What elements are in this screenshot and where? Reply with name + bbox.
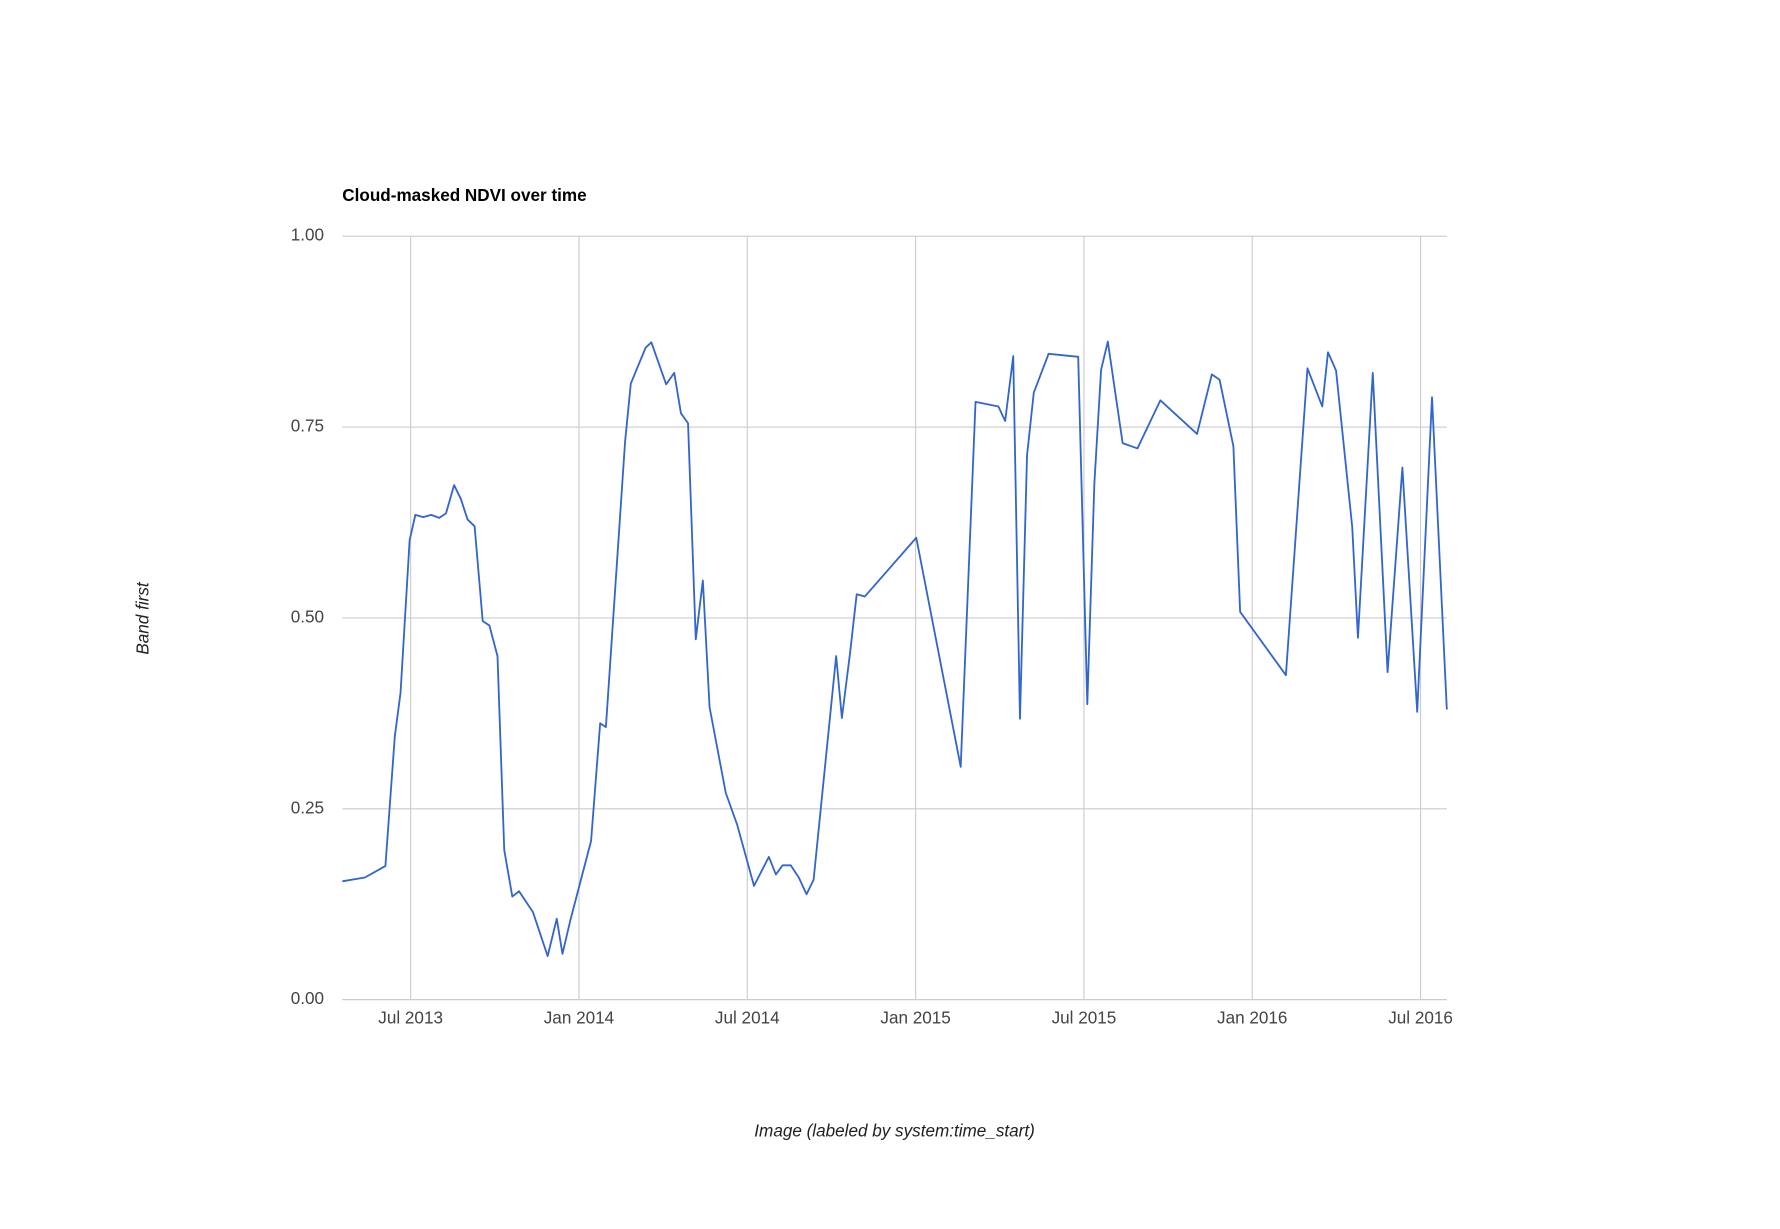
chart-title: Cloud-masked NDVI over time — [342, 186, 586, 205]
x-tick-label: Jan 2014 — [544, 1009, 615, 1028]
y-tick-label: 1.00 — [291, 226, 324, 245]
x-tick-label: Jul 2013 — [378, 1009, 443, 1028]
x-tick-label: Jul 2016 — [1388, 1009, 1453, 1028]
x-tick-label: Jan 2016 — [1217, 1009, 1287, 1028]
y-tick-label: 0.50 — [291, 607, 324, 626]
x-axis-title: Image (labeled by system:time_start) — [754, 1122, 1035, 1141]
x-tick-label: Jul 2014 — [715, 1009, 780, 1028]
y-tick-label: 0.25 — [291, 798, 324, 817]
y-axis-title: Band first — [133, 581, 152, 655]
x-tick-label: Jan 2015 — [880, 1009, 950, 1028]
y-tick-label: 0.75 — [291, 417, 324, 436]
data-line — [342, 340, 1448, 958]
x-tick-label: Jul 2015 — [1052, 1009, 1117, 1028]
y-tick-label: 0.00 — [291, 989, 324, 1008]
